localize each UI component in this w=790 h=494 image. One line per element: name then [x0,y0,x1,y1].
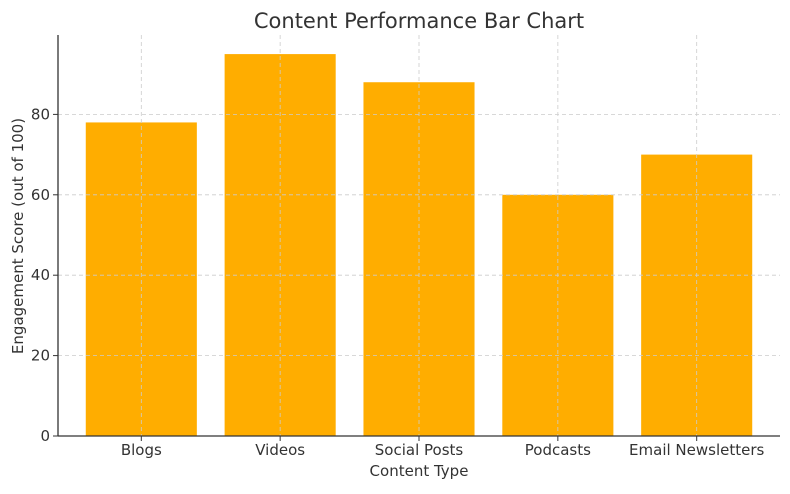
chart-title: Content Performance Bar Chart [254,9,584,33]
y-tick-label: 60 [31,186,50,204]
x-tick-label: Podcasts [525,441,591,459]
x-tick-label: Videos [255,441,305,459]
y-tick-label: 80 [31,105,50,123]
bar-blogs [85,122,197,436]
x-tick-label: Email Newsletters [629,441,764,459]
y-tick-label: 40 [31,266,50,284]
x-axis-label: Content Type [370,462,469,480]
x-tick-label: Social Posts [375,441,464,459]
y-tick-label: 20 [31,347,50,365]
y-tick-label: 0 [40,427,50,445]
x-tick-label: Blogs [121,441,162,459]
y-axis-label: Engagement Score (out of 100) [9,118,27,354]
